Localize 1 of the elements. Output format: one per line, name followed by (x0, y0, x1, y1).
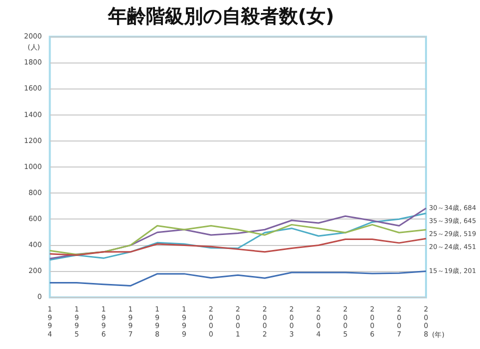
chart-title: 年齢階級別の自殺者数(女) (106, 5, 334, 28)
